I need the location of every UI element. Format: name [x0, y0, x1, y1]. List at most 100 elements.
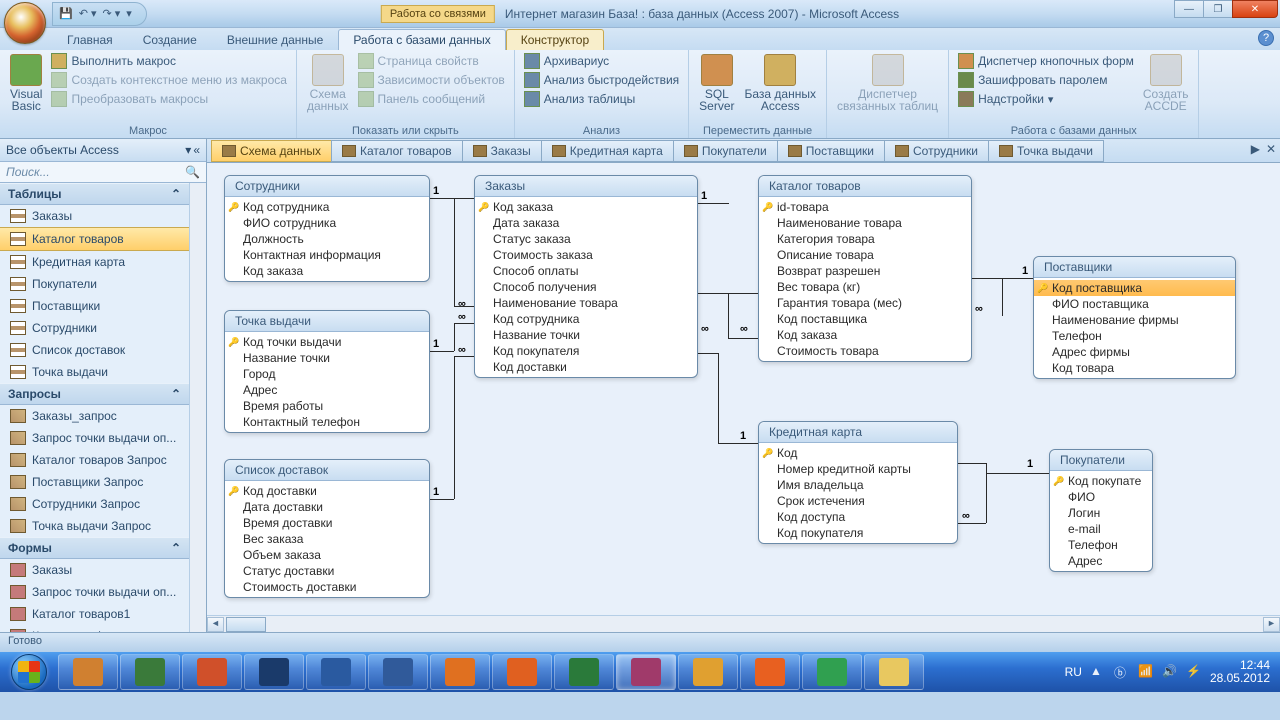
- property-sheet-button[interactable]: Страница свойств: [355, 52, 508, 70]
- document-tab[interactable]: Схема данных: [211, 140, 332, 162]
- table-zakazy[interactable]: ЗаказыКод заказаДата заказаСтатус заказа…: [474, 175, 698, 378]
- table-field[interactable]: Объем заказа: [225, 547, 429, 563]
- table-field[interactable]: Код заказа: [759, 327, 971, 343]
- table-field[interactable]: ФИО поставщика: [1034, 296, 1235, 312]
- document-tab[interactable]: Кредитная карта: [541, 140, 674, 162]
- table-field[interactable]: Код: [759, 445, 957, 461]
- table-field[interactable]: Код сотрудника: [225, 199, 429, 215]
- table-field[interactable]: Описание товара: [759, 247, 971, 263]
- table-postavshiki[interactable]: ПоставщикиКод поставщикаФИО поставщикаНа…: [1033, 256, 1236, 379]
- taskbar-app-button[interactable]: [182, 654, 242, 690]
- table-field[interactable]: ФИО: [1050, 489, 1152, 505]
- tray-battery-icon[interactable]: ⚡: [1186, 664, 1202, 680]
- table-field[interactable]: Код поставщика: [759, 311, 971, 327]
- relationships-canvas[interactable]: 1∞1∞1∞∞∞1∞1∞11СотрудникиКод сотрудникаФИ…: [207, 163, 1280, 615]
- nav-item[interactable]: Каталог товаров Запрос: [0, 449, 189, 471]
- maximize-button[interactable]: ❐: [1203, 0, 1233, 18]
- save-icon[interactable]: 💾: [59, 7, 73, 20]
- tray-network-icon[interactable]: 📶: [1138, 664, 1154, 680]
- table-field[interactable]: Номер кредитной карты: [759, 461, 957, 477]
- create-shortcut-menu-button[interactable]: Создать контекстное меню из макроса: [48, 71, 289, 89]
- table-field[interactable]: Стоимость заказа: [475, 247, 697, 263]
- table-field[interactable]: Город: [225, 366, 429, 382]
- nav-item[interactable]: Кредитная карта: [0, 251, 189, 273]
- collapse-icon[interactable]: ⌃: [171, 387, 181, 401]
- table-field[interactable]: Телефон: [1050, 537, 1152, 553]
- encrypt-password-button[interactable]: Зашифровать паролем: [955, 71, 1137, 89]
- ribbon-tab[interactable]: Работа с базами данных: [338, 29, 505, 50]
- language-indicator[interactable]: RU: [1065, 665, 1082, 679]
- table-field[interactable]: Код заказа: [225, 263, 429, 279]
- table-field[interactable]: Адрес: [1050, 553, 1152, 569]
- taskbar-app-button[interactable]: [492, 654, 552, 690]
- nav-item[interactable]: Каталог товаров1: [0, 603, 189, 625]
- nav-item[interactable]: Запрос точки выдачи оп...: [0, 581, 189, 603]
- scroll-right-icon[interactable]: ►: [1263, 617, 1280, 632]
- table-tochka[interactable]: Точка выдачиКод точки выдачиНазвание точ…: [224, 310, 430, 433]
- table-field[interactable]: Контактный телефон: [225, 414, 429, 430]
- nav-item[interactable]: Точка выдачи Запрос: [0, 515, 189, 537]
- table-field[interactable]: Способ получения: [475, 279, 697, 295]
- table-field[interactable]: Возврат разрешен: [759, 263, 971, 279]
- table-field[interactable]: Имя владельца: [759, 477, 957, 493]
- table-header[interactable]: Кредитная карта: [759, 422, 957, 443]
- table-field[interactable]: Название точки: [225, 350, 429, 366]
- help-button[interactable]: ?: [1258, 30, 1274, 46]
- taskbar-app-button[interactable]: [678, 654, 738, 690]
- table-field[interactable]: Код покупателя: [475, 343, 697, 359]
- switchboard-manager-button[interactable]: Диспетчер кнопочных форм: [955, 52, 1137, 70]
- table-field[interactable]: Гарантия товара (мес): [759, 295, 971, 311]
- analyze-performance-button[interactable]: Анализ быстродействия: [521, 71, 682, 89]
- tab-scroll-right-icon[interactable]: ▶: [1251, 142, 1260, 156]
- table-field[interactable]: Время работы: [225, 398, 429, 414]
- table-spisok[interactable]: Список доставокКод доставкиДата доставки…: [224, 459, 430, 598]
- redo-icon[interactable]: ↷ ▾: [103, 7, 121, 20]
- minimize-button[interactable]: —: [1174, 0, 1204, 18]
- object-dependencies-button[interactable]: Зависимости объектов: [355, 71, 508, 89]
- undo-icon[interactable]: ↶ ▾: [79, 7, 97, 20]
- scroll-left-icon[interactable]: ◄: [207, 617, 224, 632]
- taskbar-app-button[interactable]: [58, 654, 118, 690]
- table-field[interactable]: Статус заказа: [475, 231, 697, 247]
- convert-macros-button[interactable]: Преобразовать макросы: [48, 90, 289, 108]
- table-header[interactable]: Точка выдачи: [225, 311, 429, 332]
- table-field[interactable]: Статус доставки: [225, 563, 429, 579]
- table-pokupateli[interactable]: ПокупателиКод покупатеФИОЛогинe-mailТеле…: [1049, 449, 1153, 572]
- table-field[interactable]: Срок истечения: [759, 493, 957, 509]
- nav-item[interactable]: Сотрудники: [0, 317, 189, 339]
- table-field[interactable]: Вес товара (кг): [759, 279, 971, 295]
- nav-item[interactable]: Заказы: [0, 559, 189, 581]
- table-field[interactable]: Телефон: [1034, 328, 1235, 344]
- table-sotrudniki[interactable]: СотрудникиКод сотрудникаФИО сотрудникаДо…: [224, 175, 430, 282]
- nav-item[interactable]: Запрос точки выдачи оп...: [0, 427, 189, 449]
- table-field[interactable]: Адрес фирмы: [1034, 344, 1235, 360]
- table-field[interactable]: ФИО сотрудника: [225, 215, 429, 231]
- document-tab[interactable]: Каталог товаров: [331, 140, 463, 162]
- taskbar-app-button[interactable]: [616, 654, 676, 690]
- nav-item[interactable]: Каталог товаров: [0, 227, 189, 251]
- clock[interactable]: 12:4428.05.2012: [1210, 659, 1276, 685]
- table-header[interactable]: Каталог товаров: [759, 176, 971, 197]
- nav-category[interactable]: Формы⌃: [0, 537, 189, 559]
- linked-table-manager-button[interactable]: Диспетчер связанных таблиц: [833, 52, 942, 114]
- document-tab[interactable]: Точка выдачи: [988, 140, 1104, 162]
- table-header[interactable]: Покупатели: [1050, 450, 1152, 471]
- sql-server-button[interactable]: SQL Server: [695, 52, 738, 114]
- table-field[interactable]: Дата доставки: [225, 499, 429, 515]
- nav-scrollbar[interactable]: [189, 183, 206, 632]
- collapse-icon[interactable]: ⌃: [171, 541, 181, 555]
- table-field[interactable]: Код доступа: [759, 509, 957, 525]
- close-button[interactable]: ✕: [1232, 0, 1278, 18]
- table-field[interactable]: Стоимость товара: [759, 343, 971, 359]
- table-header[interactable]: Список доставок: [225, 460, 429, 481]
- table-field[interactable]: Стоимость доставки: [225, 579, 429, 595]
- table-field[interactable]: Способ оплаты: [475, 263, 697, 279]
- table-field[interactable]: id-товара: [759, 199, 971, 215]
- table-field[interactable]: Дата заказа: [475, 215, 697, 231]
- nav-item[interactable]: Список доставок: [0, 339, 189, 361]
- tray-flag-icon[interactable]: ▲: [1090, 664, 1106, 680]
- nav-item[interactable]: Заказы_запрос: [0, 405, 189, 427]
- document-tab[interactable]: Сотрудники: [884, 140, 989, 162]
- access-database-button[interactable]: База данных Access: [741, 52, 820, 114]
- taskbar-app-button[interactable]: [244, 654, 304, 690]
